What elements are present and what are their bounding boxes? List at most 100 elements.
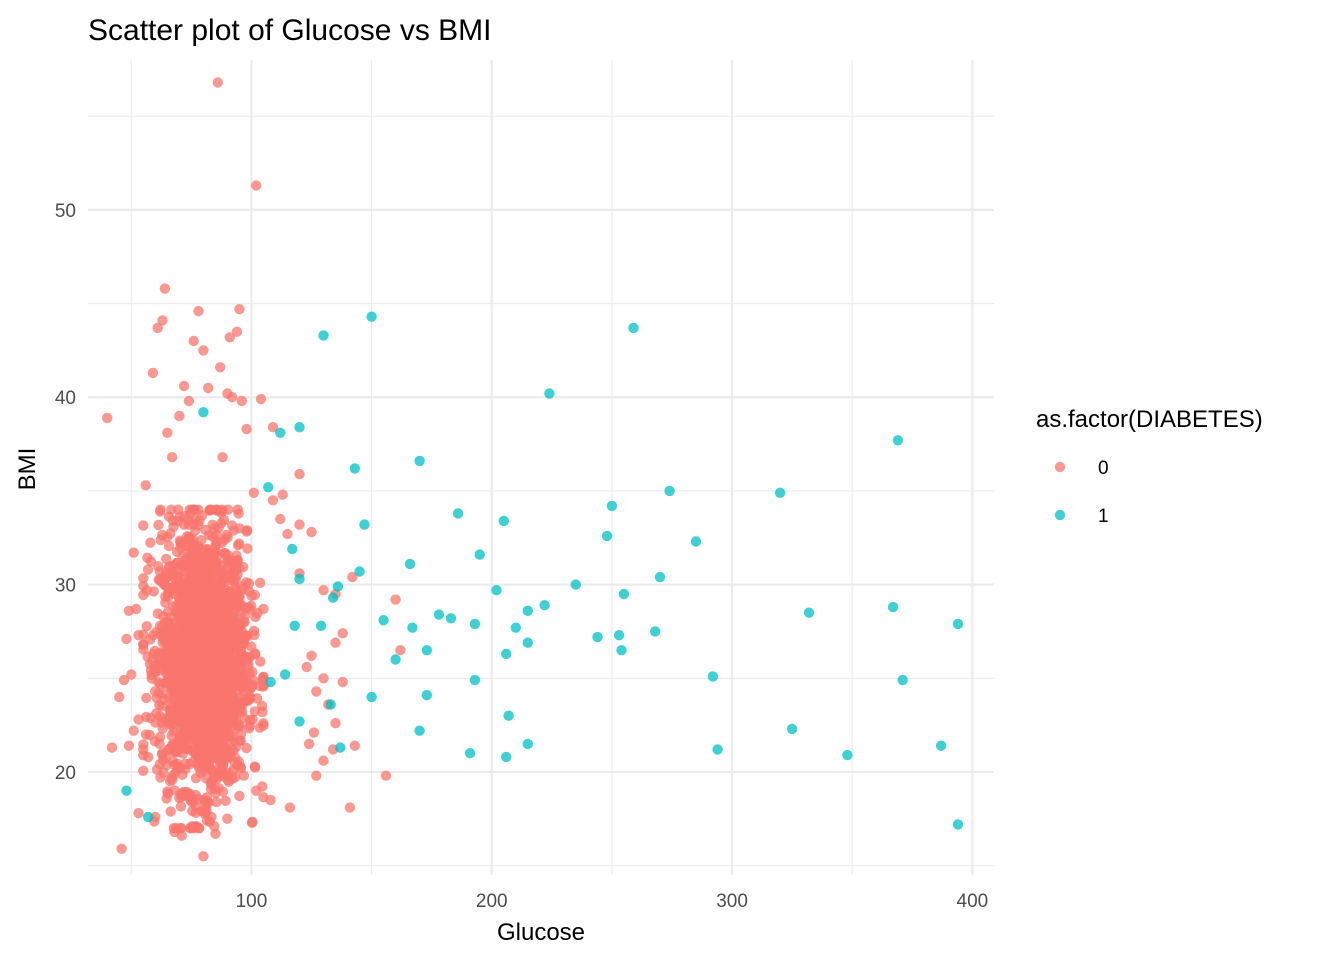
point-diabetes-0 — [159, 283, 171, 294]
point-diabetes-0 — [234, 538, 245, 549]
point-diabetes-0 — [163, 540, 175, 552]
point-diabetes-0 — [199, 638, 211, 649]
point-diabetes-0 — [158, 611, 169, 622]
point-diabetes-0 — [236, 395, 247, 407]
point-diabetes-0 — [243, 695, 254, 706]
point-diabetes-1 — [464, 748, 476, 759]
point-diabetes-1 — [287, 543, 298, 555]
point-diabetes-1 — [469, 618, 481, 630]
point-diabetes-0 — [275, 513, 286, 525]
point-diabetes-1 — [433, 609, 445, 620]
point-diabetes-0 — [220, 649, 232, 660]
legend-label-0: 0 — [1098, 458, 1109, 479]
point-diabetes-0 — [116, 843, 127, 854]
point-diabetes-0 — [167, 515, 179, 526]
point-diabetes-1 — [592, 631, 603, 643]
y-axis-title: BMI — [14, 448, 41, 491]
point-diabetes-0 — [217, 452, 228, 463]
point-diabetes-1 — [279, 669, 291, 680]
point-diabetes-0 — [224, 332, 235, 343]
point-diabetes-0 — [162, 788, 174, 799]
point-diabetes-0 — [330, 718, 341, 729]
point-diabetes-0 — [250, 649, 261, 660]
point-diabetes-0 — [222, 813, 233, 824]
point-diabetes-0 — [337, 676, 348, 688]
point-diabetes-0 — [258, 718, 269, 729]
point-diabetes-0 — [201, 815, 213, 826]
point-diabetes-0 — [226, 717, 237, 729]
point-diabetes-0 — [349, 740, 360, 751]
point-diabetes-0 — [222, 774, 234, 786]
point-diabetes-0 — [189, 538, 200, 549]
point-diabetes-0 — [186, 595, 197, 607]
point-diabetes-0 — [114, 691, 125, 703]
point-diabetes-0 — [245, 683, 256, 694]
point-diabetes-0 — [126, 669, 137, 680]
point-diabetes-1 — [332, 581, 344, 592]
x-tick-label: 200 — [476, 891, 508, 912]
point-diabetes-0 — [178, 584, 189, 595]
point-diabetes-0 — [174, 620, 186, 631]
point-diabetes-0 — [308, 727, 320, 738]
point-diabetes-0 — [390, 594, 401, 605]
point-diabetes-0 — [157, 637, 168, 648]
point-diabetes-0 — [190, 821, 202, 832]
point-diabetes-0 — [247, 816, 258, 828]
point-diabetes-0 — [155, 665, 166, 676]
point-diabetes-0 — [294, 468, 305, 480]
point-diabetes-0 — [206, 687, 218, 698]
point-diabetes-1 — [601, 530, 613, 542]
legend: as.factor(DIABETES) 0 1 — [1036, 406, 1263, 527]
point-diabetes-0 — [123, 740, 135, 751]
point-diabetes-1 — [265, 676, 276, 688]
point-diabetes-0 — [145, 537, 156, 548]
point-diabetes-1 — [390, 654, 401, 665]
point-diabetes-0 — [330, 637, 341, 648]
point-diabetes-0 — [123, 605, 135, 616]
point-diabetes-0 — [251, 180, 262, 191]
point-diabetes-0 — [166, 684, 177, 695]
point-diabetes-0 — [234, 647, 245, 658]
point-diabetes-0 — [165, 806, 176, 817]
point-diabetes-1 — [414, 455, 425, 467]
point-diabetes-0 — [207, 646, 218, 658]
point-diabetes-0 — [133, 808, 144, 819]
point-diabetes-0 — [282, 528, 293, 540]
point-diabetes-0 — [243, 723, 255, 734]
point-diabetes-1 — [952, 618, 964, 630]
point-diabetes-0 — [224, 586, 235, 597]
point-diabetes-0 — [229, 704, 240, 715]
point-diabetes-1 — [498, 515, 509, 527]
point-diabetes-0 — [318, 755, 329, 766]
point-diabetes-0 — [218, 548, 229, 559]
point-diabetes-0 — [192, 759, 203, 770]
point-diabetes-0 — [193, 305, 204, 317]
point-diabetes-0 — [200, 676, 211, 687]
point-diabetes-0 — [231, 628, 242, 639]
point-diabetes-0 — [254, 577, 266, 588]
point-diabetes-1 — [712, 744, 723, 755]
point-diabetes-0 — [203, 382, 214, 394]
legend-key-0 — [1054, 461, 1066, 473]
point-diabetes-0 — [225, 685, 236, 696]
point-diabetes-0 — [192, 581, 204, 592]
point-diabetes-0 — [267, 422, 279, 433]
point-diabetes-0 — [216, 570, 228, 581]
point-diabetes-0 — [168, 726, 179, 737]
point-diabetes-1 — [618, 588, 630, 600]
point-diabetes-0 — [245, 600, 257, 611]
point-diabetes-1 — [407, 622, 418, 633]
point-diabetes-0 — [154, 620, 166, 632]
point-diabetes-0 — [214, 761, 226, 773]
point-diabetes-0 — [311, 686, 322, 697]
legend-label-1: 1 — [1098, 506, 1109, 527]
point-diabetes-0 — [222, 598, 234, 610]
point-diabetes-0 — [242, 543, 253, 554]
point-diabetes-0 — [155, 534, 166, 546]
point-diabetes-0 — [157, 723, 168, 734]
point-diabetes-0 — [160, 676, 171, 687]
point-diabetes-0 — [154, 758, 166, 770]
point-diabetes-0 — [210, 828, 221, 839]
point-diabetes-1 — [445, 613, 457, 624]
point-diabetes-0 — [166, 504, 177, 515]
